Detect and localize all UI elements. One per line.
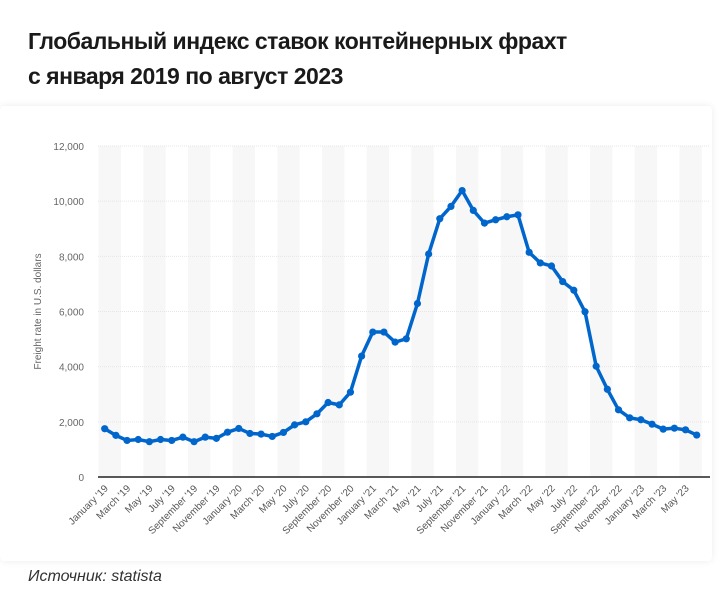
data-point (246, 429, 254, 438)
title-line-2: с января 2019 по август 2023 (28, 63, 343, 89)
data-point (547, 262, 556, 270)
data-point (335, 401, 343, 409)
data-point (458, 186, 466, 195)
background-band (232, 146, 255, 477)
data-point (123, 436, 131, 445)
data-point (324, 398, 332, 407)
source-note: Источник: statista (28, 568, 162, 585)
y-tick-label: 4,000 (59, 363, 84, 374)
data-point (637, 416, 645, 424)
data-point (670, 424, 678, 432)
background-band (590, 146, 613, 477)
data-point (145, 438, 153, 446)
background-band (187, 146, 211, 477)
y-tick-label: 2,000 (59, 418, 84, 429)
data-point (536, 259, 544, 267)
data-point (514, 211, 522, 219)
data-point (425, 250, 433, 258)
background-band (366, 146, 390, 477)
data-point (469, 206, 477, 215)
data-point (101, 425, 109, 433)
data-point (235, 424, 243, 433)
data-point (614, 406, 623, 414)
data-point (447, 202, 455, 211)
data-point (436, 215, 444, 223)
data-point (581, 308, 589, 316)
y-tick-label: 6,000 (59, 308, 84, 319)
data-point (358, 352, 366, 360)
data-point (681, 426, 690, 434)
data-point (212, 434, 220, 442)
data-point (402, 335, 410, 343)
background-band (456, 146, 479, 477)
data-point (223, 428, 232, 436)
y-tick-label: 12,000 (53, 142, 84, 153)
data-point (279, 428, 288, 437)
background-band (634, 146, 658, 477)
data-point (413, 299, 422, 308)
background-band (322, 146, 345, 477)
data-point (268, 432, 276, 441)
data-point (369, 328, 377, 336)
data-point (525, 248, 533, 256)
data-point (201, 433, 209, 441)
data-point (592, 362, 600, 370)
data-point (257, 430, 265, 438)
data-point (503, 213, 511, 221)
y-axis-label: Freight rate in U.S. dollars (33, 253, 44, 369)
data-point (570, 286, 578, 294)
data-point (603, 385, 611, 393)
data-point (134, 435, 142, 444)
data-point (659, 425, 667, 433)
data-point (302, 418, 310, 426)
data-point (179, 433, 187, 441)
data-point (313, 410, 321, 418)
data-point (626, 414, 634, 422)
title-line-1: Глобальный индекс ставок контейнерных фр… (28, 28, 567, 54)
background-band (500, 146, 524, 477)
background-band (98, 146, 121, 477)
chart-title: Глобальный индекс ставок контейнерных фр… (28, 24, 567, 94)
y-tick-label: 10,000 (53, 197, 84, 208)
data-point (190, 438, 198, 446)
data-point (346, 388, 355, 396)
data-point (156, 435, 165, 444)
data-point (112, 431, 120, 439)
data-point (648, 420, 656, 428)
y-tick-label: 8,000 (59, 252, 84, 263)
data-point (559, 277, 567, 286)
data-point (693, 431, 701, 439)
data-point (391, 338, 399, 346)
data-point (290, 421, 299, 429)
data-point (380, 328, 388, 336)
data-point (492, 216, 500, 224)
y-tick-label: 0 (78, 473, 84, 484)
data-point (480, 219, 489, 227)
data-point (168, 436, 176, 445)
